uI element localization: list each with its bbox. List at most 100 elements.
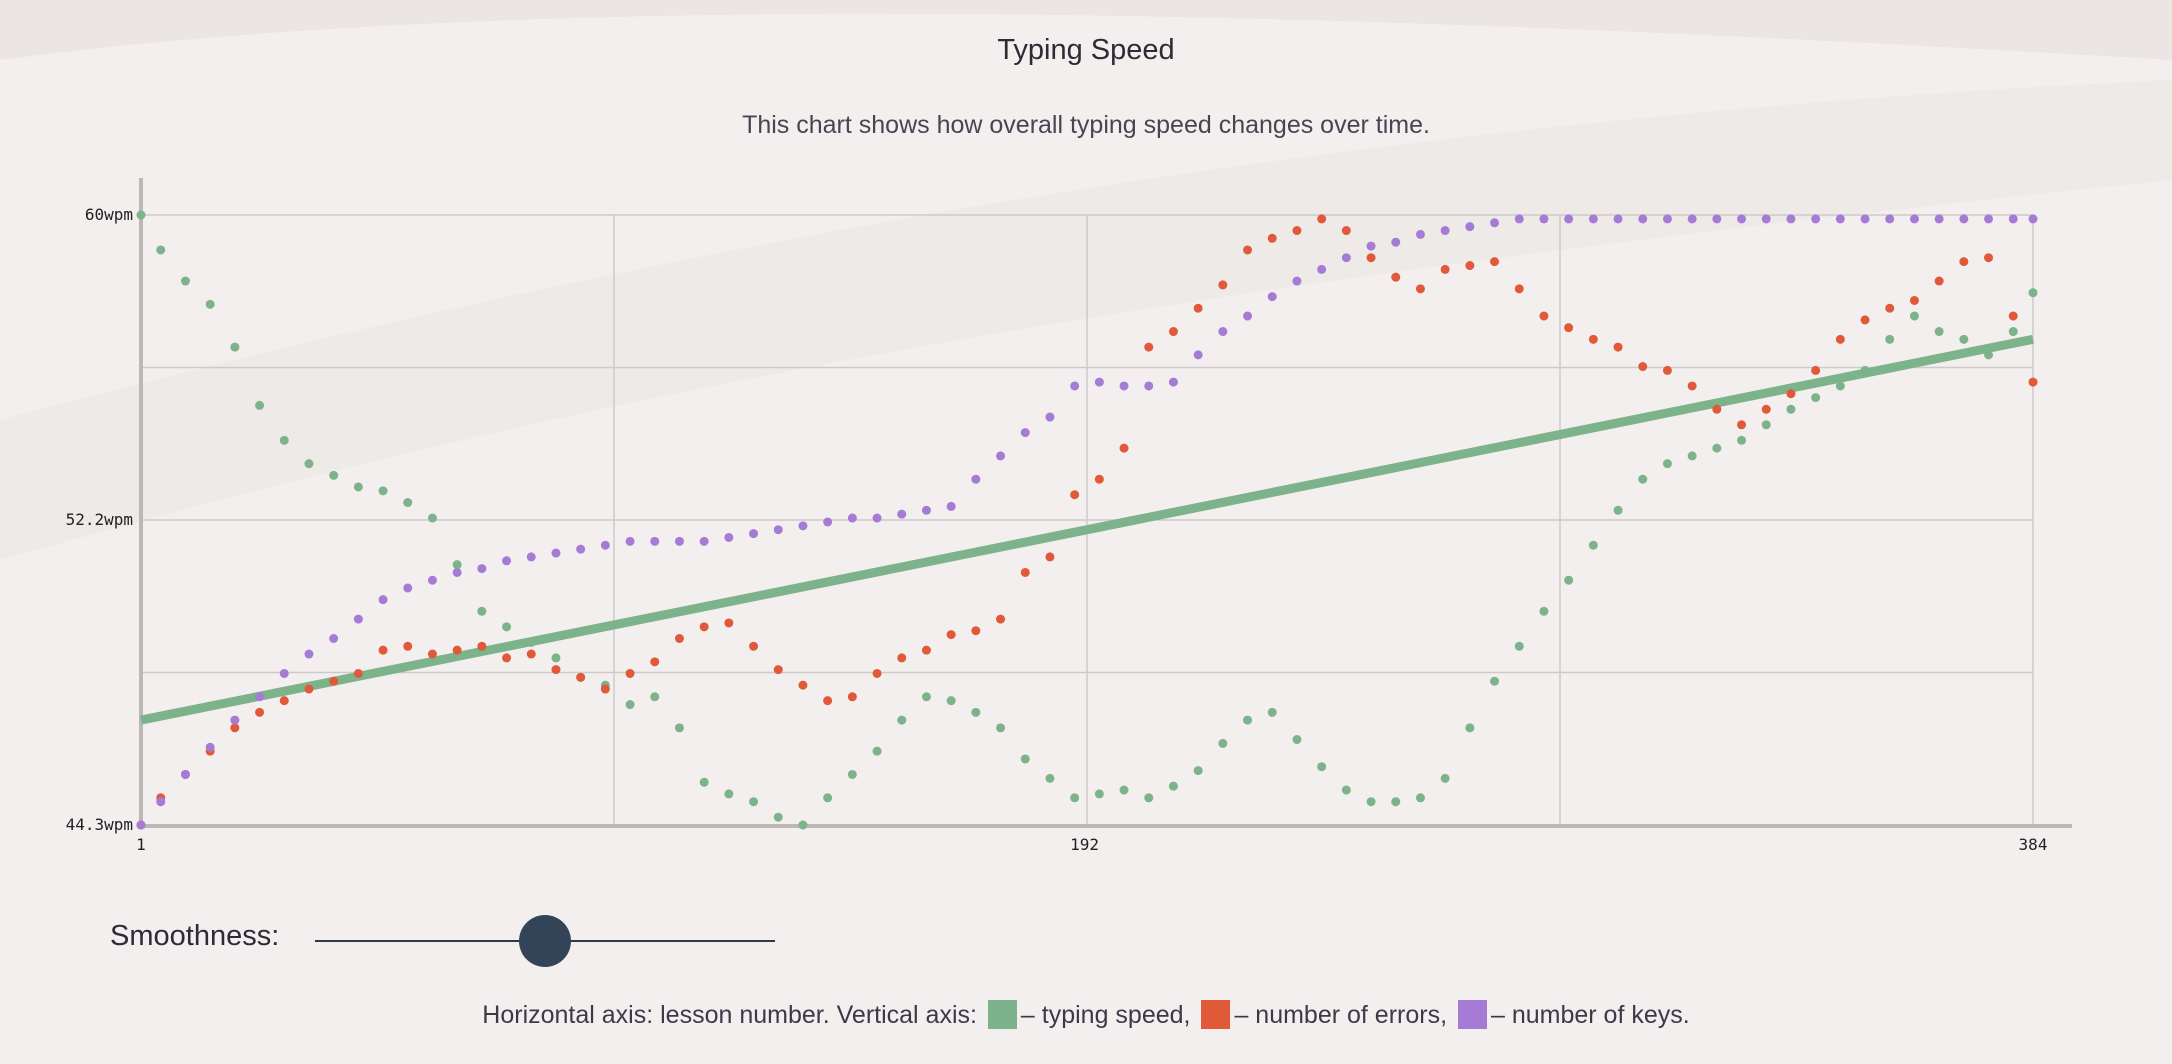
point-typing-speed [1588,540,1598,550]
point-number-of-errors [452,645,462,655]
point-number-of-keys [650,536,660,546]
point-number-of-errors [1366,253,1376,263]
point-number-of-keys [1317,264,1327,274]
point-number-of-keys [1465,222,1475,232]
point-typing-speed [823,793,833,803]
point-number-of-errors [1267,233,1277,243]
point-number-of-errors [477,641,487,651]
point-number-of-keys [699,536,709,546]
point-number-of-errors [1070,490,1080,500]
point-number-of-errors [329,676,339,686]
point-typing-speed [1094,789,1104,799]
point-number-of-errors [847,692,857,702]
point-number-of-errors [1193,303,1203,313]
point-number-of-errors [946,630,956,640]
point-typing-speed [1391,797,1401,807]
y-tick-label: 44.3wpm [66,815,133,834]
point-typing-speed [1786,404,1796,414]
point-number-of-keys [872,513,882,523]
legend-swatch-errors [1201,1000,1231,1029]
point-number-of-keys [1070,381,1080,391]
point-number-of-keys [205,742,215,752]
point-number-of-errors [650,657,660,667]
point-number-of-errors [798,680,808,690]
point-number-of-keys [1168,377,1178,387]
series-typing-speed [136,210,2038,830]
chart-description: This chart shows how overall typing spee… [742,111,1430,139]
legend-swatch-keys [1457,1000,1487,1029]
point-number-of-errors [403,641,413,651]
point-typing-speed [650,692,660,702]
legend-text-errors: – number of errors, [1234,1001,1448,1029]
point-number-of-keys [1860,214,1870,224]
point-number-of-errors [1317,214,1327,224]
series-number-of-keys [136,214,2038,830]
y-tick-label: 60wpm [85,205,133,224]
point-typing-speed [353,482,363,492]
chart-legend: Horizontal axis: lesson number. Vertical… [0,1000,2172,1030]
point-number-of-keys [156,797,166,807]
point-number-of-keys [1292,276,1302,286]
point-typing-speed [1490,676,1500,686]
point-number-of-errors [699,622,709,632]
point-number-of-errors [1588,334,1598,344]
data-points-layer [136,210,2038,830]
point-number-of-keys [576,544,586,554]
point-number-of-keys [1613,214,1623,224]
point-typing-speed [1193,766,1203,776]
point-typing-speed [329,470,339,480]
point-number-of-errors [1391,272,1401,282]
point-typing-speed [921,692,931,702]
point-typing-speed [847,769,857,779]
point-number-of-errors [1539,311,1549,321]
point-number-of-errors [1564,323,1574,333]
point-number-of-errors [1662,365,1672,375]
point-typing-speed [1415,793,1425,803]
x-tick-label: 384 [2019,835,2048,854]
point-typing-speed [1119,785,1129,795]
point-number-of-keys [2028,214,2038,224]
point-number-of-errors [1909,295,1919,305]
point-number-of-keys [996,451,1006,461]
point-typing-speed [1909,311,1919,321]
y-tick-label: 52.2wpm [66,510,133,529]
point-number-of-errors [1687,381,1697,391]
point-number-of-errors [1119,443,1129,453]
point-typing-speed [304,459,314,469]
point-number-of-keys [378,595,388,605]
smoothness-slider-handle[interactable] [519,915,571,967]
legend-text-keys: – number of keys. [1490,1001,1690,1029]
point-number-of-errors [674,634,684,644]
point-number-of-keys [847,513,857,523]
point-typing-speed [452,560,462,570]
point-number-of-keys [1959,214,1969,224]
point-number-of-errors [1218,280,1228,290]
point-typing-speed [526,637,536,647]
point-typing-speed [749,797,759,807]
point-typing-speed [1045,773,1055,783]
point-number-of-errors [1045,552,1055,562]
point-number-of-errors [279,696,289,706]
point-number-of-keys [1490,218,1500,228]
point-typing-speed [674,723,684,733]
point-number-of-errors [1835,334,1845,344]
point-number-of-errors [625,668,635,678]
point-number-of-keys [1662,214,1672,224]
point-number-of-keys [230,715,240,725]
point-number-of-keys [1193,350,1203,360]
point-number-of-keys [1885,214,1895,224]
point-number-of-errors [255,707,265,717]
point-number-of-errors [1638,362,1648,372]
point-typing-speed [625,700,635,710]
point-number-of-keys [255,692,265,702]
point-number-of-errors [1786,389,1796,399]
point-typing-speed [205,299,215,309]
point-typing-speed [724,789,734,799]
point-number-of-keys [1415,229,1425,239]
point-number-of-errors [996,614,1006,624]
point-number-of-keys [427,575,437,585]
point-number-of-errors [1737,420,1747,430]
point-typing-speed [180,276,190,286]
